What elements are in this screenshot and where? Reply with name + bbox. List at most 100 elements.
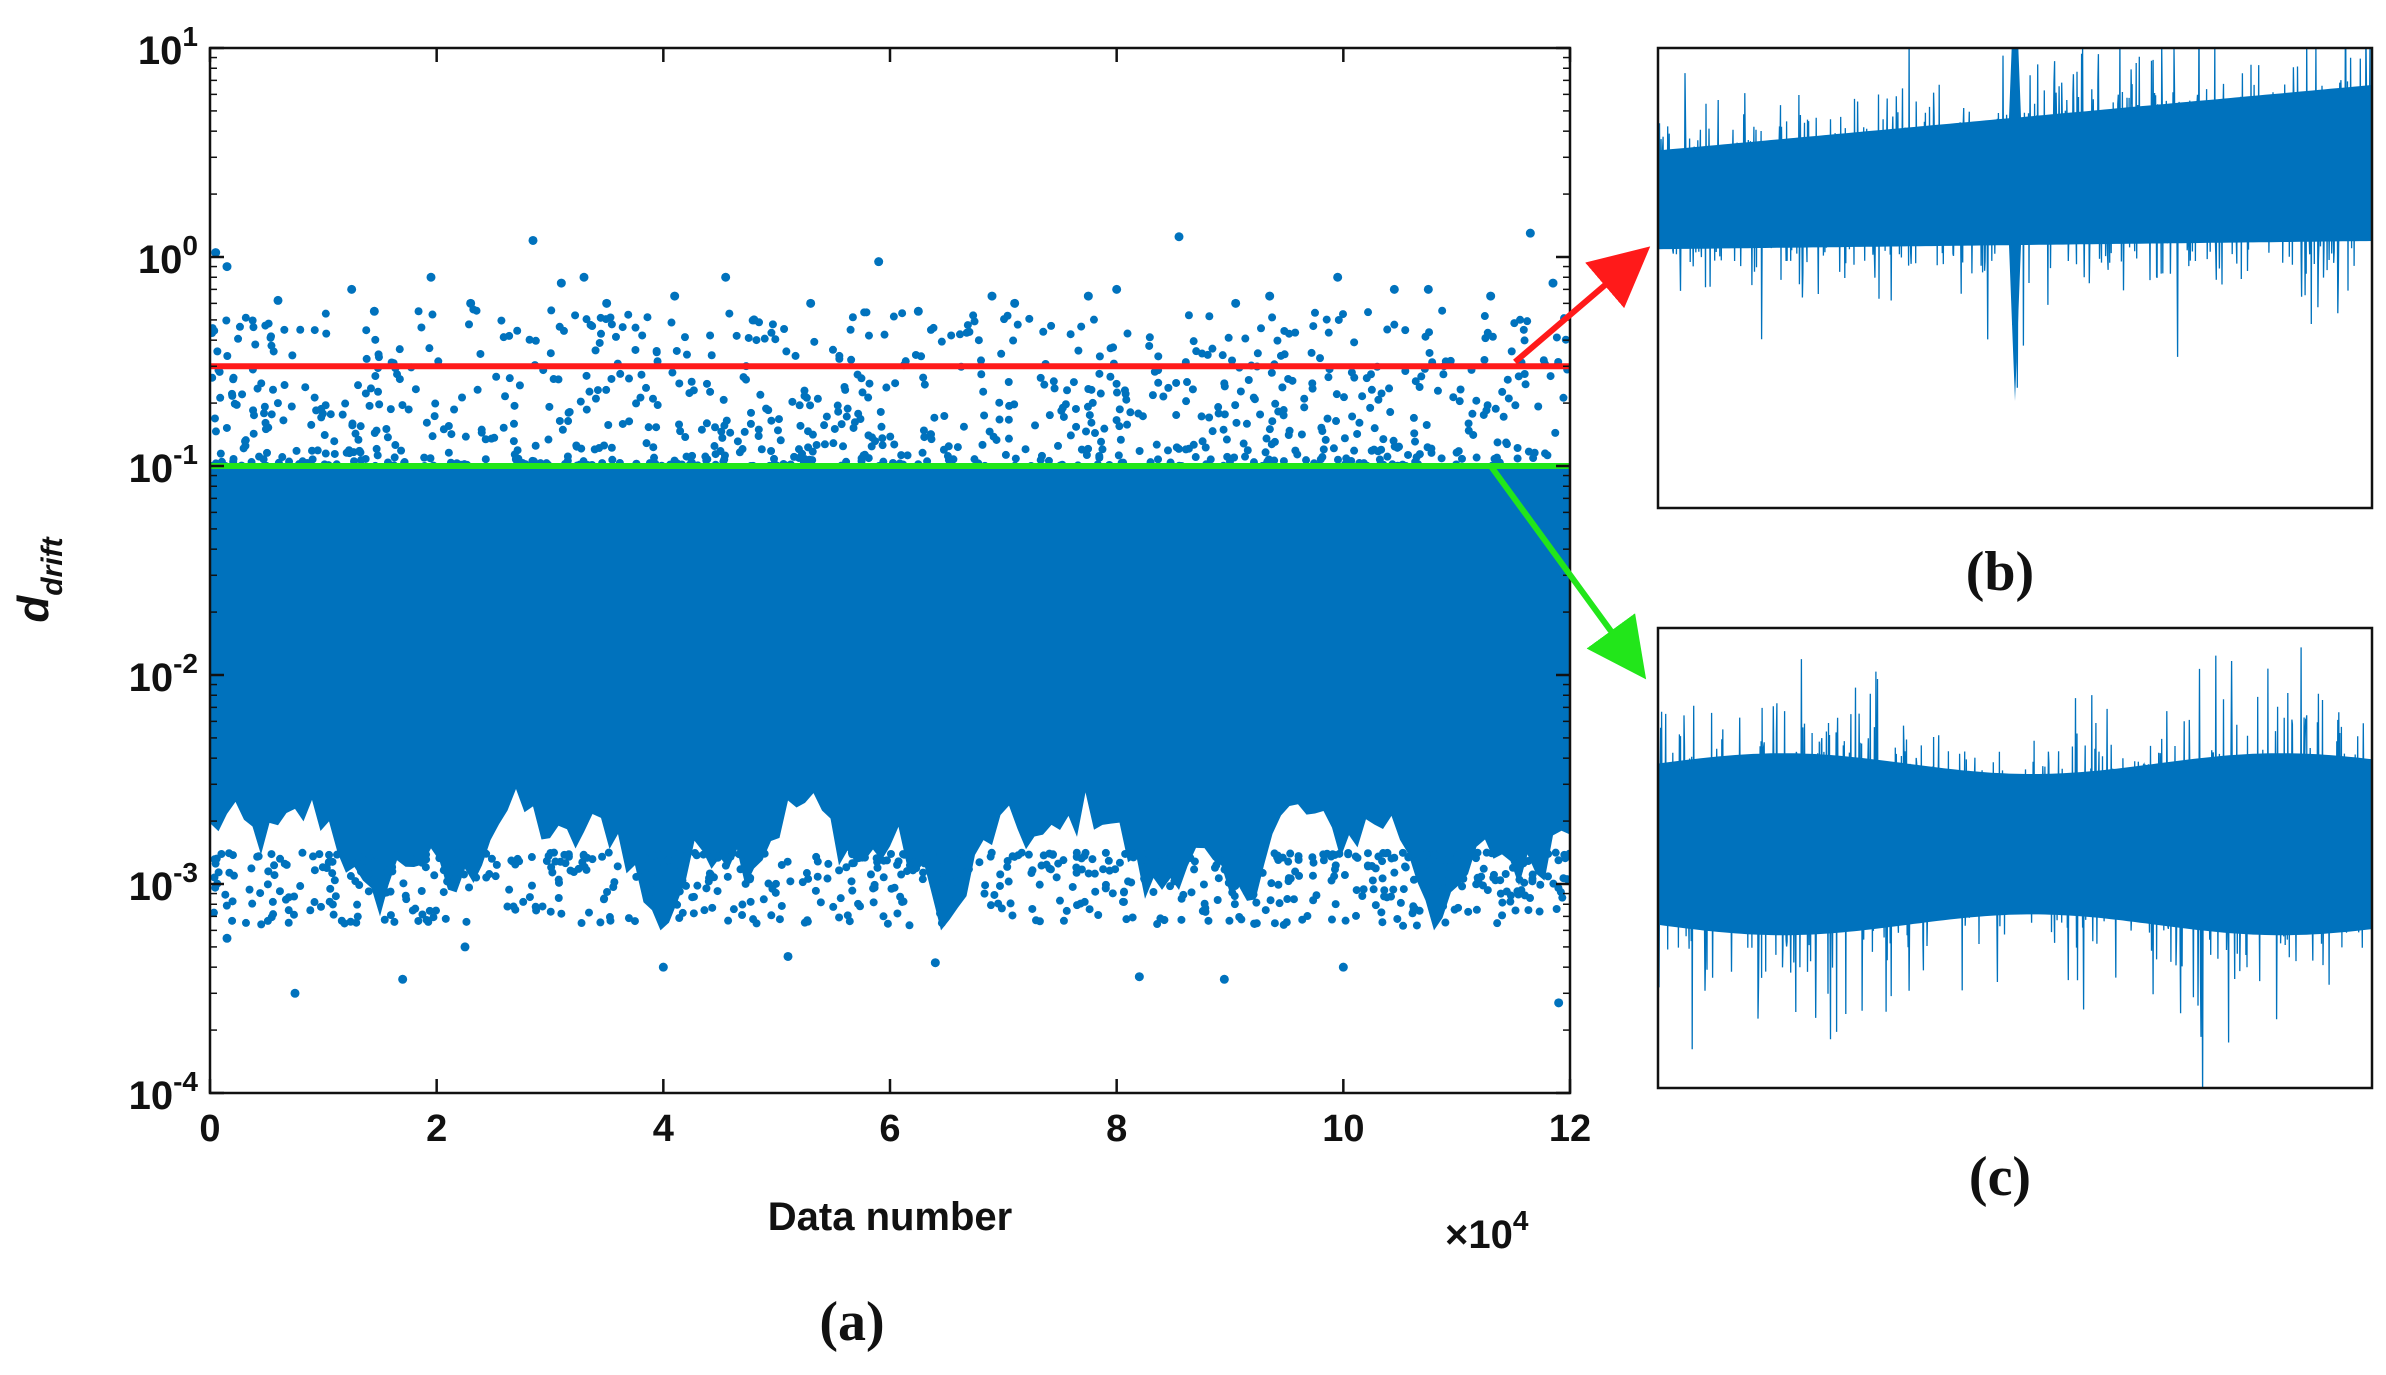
scatter-point [1000,315,1009,324]
scatter-point [284,893,293,902]
scatter-point [1319,856,1328,865]
scatter-point [1504,394,1513,403]
scatter-point [1124,877,1133,886]
scatter-point [1551,848,1560,857]
scatter-point [857,374,866,383]
scatter-point [228,897,237,906]
outlier-point [347,284,357,294]
arrow-upper-to-b [1513,246,1651,365]
scatter-point [330,437,339,446]
scatter-point [1339,393,1348,402]
scatter-point [877,422,886,431]
scatter-point [390,917,399,926]
scatter-point [820,421,829,430]
scatter-point [1228,888,1237,897]
scatter-point [717,427,726,436]
scatter-point [1308,379,1317,388]
scatter-point [932,871,941,880]
scatter-point [1366,403,1375,412]
scatter-point [515,381,524,390]
scatter-point [702,884,711,893]
scatter-point [345,446,354,455]
scatter-point [608,455,617,464]
scatter-point [593,386,602,395]
scatter-point [1123,420,1132,429]
scatter-point [829,439,838,448]
scatter-point [417,858,426,867]
scatter-point [843,911,852,920]
outlier-point [1554,998,1564,1008]
scatter-point [675,420,684,429]
scatter-point [571,311,580,320]
scatter-point [886,849,895,858]
scatter-point [531,441,540,450]
scatter-point [1273,851,1282,860]
scatter-point [1122,395,1131,404]
scatter-point [501,392,510,401]
scatter-point [1378,857,1387,866]
scatter-point [760,849,769,858]
scatter-point [1546,372,1555,381]
scatter-point [1104,856,1113,865]
x-tick-label: 0 [199,1108,220,1150]
scatter-point [839,442,848,451]
scatter-point [310,393,319,402]
scatter-point [264,867,273,876]
scatter-point [1050,384,1059,393]
scatter-point [1552,905,1561,914]
scatter-point [1425,348,1434,357]
scatter-point [1115,405,1124,414]
scatter-point [607,320,616,329]
scatter-point [1308,853,1317,862]
scatter-point [656,874,665,883]
scatter-point [1367,446,1376,455]
scatter-point [891,379,900,388]
scatter-point [946,879,955,888]
scatter-point [1095,369,1104,378]
scatter-point [216,393,225,402]
scatter-point [849,423,858,432]
scatter-point [430,871,439,880]
scatter-point [773,426,782,435]
scatter-point [402,895,411,904]
scatter-point [556,857,565,866]
scatter-point [318,409,327,418]
scatter-point [316,902,325,911]
scatter-point [994,899,1003,908]
scatter-point [600,894,609,903]
scatter-point [732,331,741,340]
scatter-point [354,435,363,444]
scatter-point [1218,351,1227,360]
scatter-point [429,913,438,922]
scatter-point [681,433,690,442]
scatter-point [955,330,964,339]
scatter-point [1154,378,1163,387]
scatter-point [1066,431,1075,440]
scatter-point [382,888,391,897]
scatter-point [1399,921,1408,930]
scatter-point [754,432,763,441]
scatter-point [1157,877,1166,886]
scatter-point [1113,388,1122,397]
scatter-point [1549,879,1558,888]
scatter-point [1252,919,1261,928]
scatter-point [943,452,952,461]
scatter-point [584,908,593,917]
scatter-point [1003,862,1012,871]
scatter-point [970,455,979,464]
scatter-point [318,863,327,872]
scatter-point [1513,443,1522,452]
scatter-point [223,352,232,361]
scatter-point [706,331,715,340]
scatter-point [873,858,882,867]
scatter-point [1501,869,1510,878]
scatter-point [1059,412,1068,421]
scatter-point [632,872,641,881]
scatter-point [693,881,702,890]
scatter-point [260,402,269,411]
scatter-point [263,880,272,889]
scatter-point [893,909,902,918]
scatter-point [1528,870,1537,879]
scatter-point [846,325,855,334]
scatter-point [1267,440,1276,449]
